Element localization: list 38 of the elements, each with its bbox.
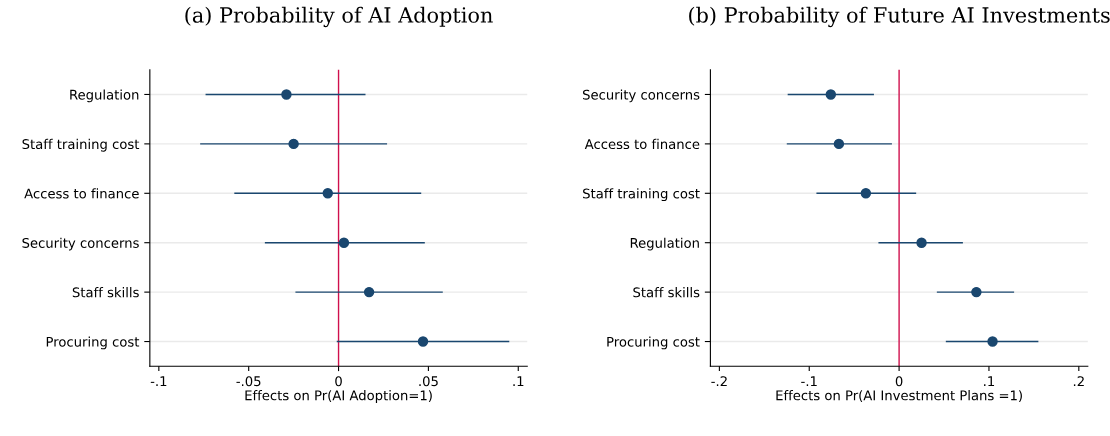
y-tick-label: Staff skills [633, 287, 700, 298]
chart-title: (a) Probability of AI Adoption [185, 6, 493, 28]
y-tick-label: Staff skills [72, 287, 139, 298]
y-tick-label: Regulation [630, 237, 699, 251]
x-tick-label: -.1 [801, 376, 817, 386]
y-tick-label: Staff training cost [22, 138, 140, 152]
x-tick-label: 0 [895, 376, 903, 387]
point [322, 188, 333, 199]
y-tick-label: Regulation [70, 89, 139, 103]
x-tick-label: -.05 [236, 376, 261, 387]
x-tick-label: .1 [513, 376, 524, 386]
y-tick-label: Access to finance [24, 188, 139, 199]
point [288, 138, 299, 150]
point [417, 336, 429, 347]
point [363, 286, 375, 298]
y-tick-label: Procuring cost [46, 336, 140, 350]
y-tick-label: Staff training cost [583, 188, 700, 202]
x-axis-title: Effects on Pr(AI Adoption=1) [245, 390, 432, 403]
y-tick-label: Procuring cost [607, 336, 700, 350]
y-tick-label: Access to finance [584, 138, 700, 150]
point [338, 237, 350, 248]
point [987, 336, 998, 347]
x-tick-label: .05 [419, 376, 438, 387]
point [833, 138, 845, 150]
x-tick-label: 0 [335, 376, 342, 387]
point [916, 237, 927, 248]
x-axis-title: Effects on Pr(AI Investment Plans =1) [776, 390, 1022, 402]
x-tick-label: .2 [1073, 376, 1084, 386]
point [971, 286, 982, 298]
x-tick-label: -.2 [711, 376, 727, 386]
chart-title: (b) Probability of Future AI Investments [689, 6, 1110, 28]
x-tick-label: .1 [984, 376, 995, 386]
point [281, 89, 292, 100]
x-tick-label: -.1 [150, 376, 167, 386]
y-tick-label: Security concerns [22, 237, 139, 251]
y-tick-label: Security concerns [582, 89, 700, 103]
point [825, 89, 837, 100]
point [860, 188, 872, 199]
